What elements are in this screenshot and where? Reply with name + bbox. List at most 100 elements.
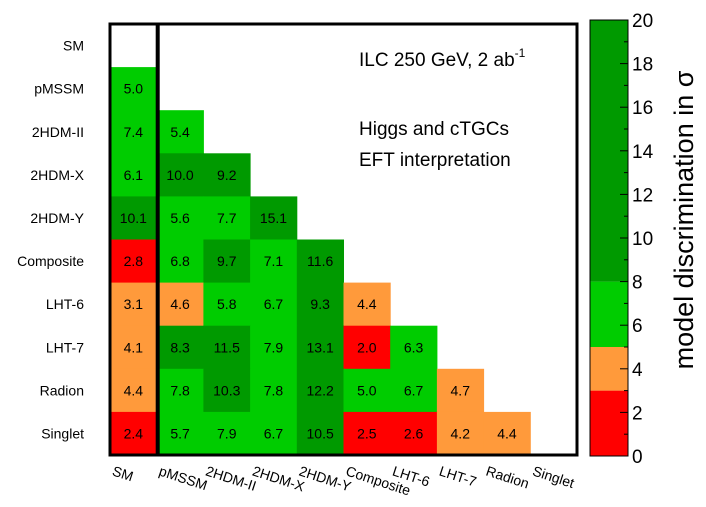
- cell-2HDM-II-vs-SM: [110, 110, 158, 154]
- cell-LHT-7-vs-2HDM-X: [250, 325, 298, 370]
- cell-value: 9.7: [217, 253, 237, 269]
- column-label: LHT-7: [437, 463, 478, 490]
- cell-2HDM-Y-vs-SM: [110, 196, 158, 240]
- cell-Composite-vs-2HDM-Y: [296, 239, 344, 284]
- cell-value: 6.1: [124, 167, 144, 183]
- colorbar-tick-label: 16: [632, 98, 653, 119]
- cell-value: 7.9: [217, 425, 237, 441]
- cell-value: 4.4: [497, 425, 517, 441]
- cell-LHT-7-vs-LHT-6: [390, 325, 438, 370]
- annotation-eft-interpretation: EFT interpretation: [359, 150, 511, 171]
- cell-2HDM-X-vs-pMSSM: [156, 153, 204, 197]
- cell-LHT-7-vs-Composite: [343, 325, 391, 370]
- cell-value: 8.3: [170, 339, 190, 355]
- cell-value: 4.4: [357, 296, 377, 312]
- cell-value: 4.4: [124, 382, 144, 398]
- cell-value: 2.5: [357, 425, 377, 441]
- cell-LHT-6-vs-pMSSM: [156, 282, 204, 327]
- cell-LHT-7-vs-SM: [110, 325, 158, 370]
- cell-Composite-vs-pMSSM: [156, 239, 204, 284]
- cell-value: 4.1: [124, 339, 144, 355]
- cell-Radion-vs-LHT-7: [436, 368, 485, 413]
- cell-Singlet-vs-2HDM-II: [203, 411, 251, 456]
- cell-2HDM-Y-vs-pMSSM: [156, 196, 204, 240]
- row-label: Composite: [17, 253, 84, 269]
- colorbar-tick-label: 10: [632, 229, 653, 250]
- cell-value: 7.7: [217, 210, 237, 226]
- cell-LHT-6-vs-2HDM-Y: [296, 282, 344, 327]
- colorbar-tick-label: 20: [632, 11, 653, 32]
- annotation-higgs-ctgcs: Higgs and cTGCs: [359, 119, 509, 140]
- cell-Radion-vs-Composite: [343, 368, 391, 413]
- cell-Singlet-vs-SM: [110, 411, 158, 456]
- row-label: LHT-7: [46, 339, 84, 355]
- cell-value: 5.0: [124, 81, 144, 97]
- heatmap-cells: 5.0 7.4 5.4 6.1 10.0 9.2 10.1 5.6 7.7 15.1 2.8 6.8 9…: [110, 67, 531, 456]
- cell-value: 11.6: [307, 253, 333, 269]
- colorbar-tick-label: 14: [632, 142, 654, 163]
- plot-border: [108, 22, 579, 457]
- row-label: SM: [63, 38, 84, 54]
- cell-Radion-vs-2HDM-Y: [296, 368, 344, 413]
- cell-value: 5.8: [217, 296, 237, 312]
- row-label: 2HDM-Y: [30, 210, 84, 226]
- cell-value: 2.0: [357, 339, 377, 355]
- cell-LHT-6-vs-2HDM-X: [250, 282, 298, 327]
- cell-2HDM-Y-vs-2HDM-II: [203, 196, 251, 240]
- column-label: 2HDM-X: [251, 463, 308, 495]
- colorbar-tick-label: 6: [632, 316, 643, 337]
- cell-Composite-vs-SM: [110, 239, 158, 284]
- cell-value: 10.5: [307, 425, 334, 441]
- colorbar-segment: [590, 390, 628, 456]
- column-label: Singlet: [531, 463, 577, 491]
- cell-value: 7.8: [170, 382, 190, 398]
- cell-pMSSM-vs-SM: [110, 67, 158, 111]
- cell-value: 6.8: [170, 253, 190, 269]
- cell-value: 7.1: [264, 253, 284, 269]
- annotation-energy-luminosity: ILC 250 GeV, 2 ab-1: [359, 46, 526, 71]
- cell-2HDM-X-vs-2HDM-II: [203, 153, 251, 197]
- color-scale-bar: 0 2 4 6 8 10 12 14 16 18 20: [589, 11, 654, 468]
- cell-value: 10.0: [166, 167, 193, 183]
- cell-value: 2.4: [124, 425, 144, 441]
- column-label: pMSSM: [157, 463, 209, 494]
- row-label: 2HDM-X: [30, 167, 84, 183]
- cell-value: 15.1: [260, 210, 287, 226]
- cell-Radion-vs-2HDM-II: [203, 368, 251, 413]
- cell-value: 2.8: [124, 253, 144, 269]
- colorbar-tick-label: 4: [632, 360, 643, 381]
- cell-value: 4.7: [451, 382, 471, 398]
- row-label: pMSSM: [34, 81, 84, 97]
- cell-LHT-6-vs-Composite: [343, 282, 391, 327]
- cell-value: 6.3: [404, 339, 424, 355]
- cell-LHT-6-vs-SM: [110, 282, 158, 327]
- cell-Singlet-vs-2HDM-X: [250, 411, 298, 456]
- cell-value: 9.2: [217, 167, 237, 183]
- plot-annotation: ILC 250 GeV, 2 ab-1 Higgs and cTGCs EFT …: [359, 46, 526, 171]
- colorbar-title: model discrimination in σ: [669, 70, 699, 369]
- colorbar-tick-label: 18: [632, 55, 653, 76]
- row-labels: SM pMSSM 2HDM-II 2HDM-X 2HDM-Y Composite LHT-6…: [17, 38, 85, 442]
- cell-LHT-7-vs-2HDM-II: [203, 325, 251, 370]
- cell-value: 4.6: [170, 296, 190, 312]
- cell-value: 6.7: [404, 382, 424, 398]
- row-label: LHT-6: [46, 296, 84, 312]
- cell-Singlet-vs-LHT-6: [390, 411, 438, 456]
- row-label: 2HDM-II: [32, 124, 84, 140]
- cell-value: 2.6: [404, 425, 424, 441]
- colorbar-tick-label: 8: [632, 273, 643, 294]
- plot-frame: [108, 22, 579, 457]
- colorbar-segment: [590, 281, 628, 347]
- cell-Composite-vs-2HDM-X: [250, 239, 298, 284]
- column-labels: SM pMSSM2HDM-II2HDM-X2HDM-YCompositeLHT-6…: [110, 463, 576, 499]
- cell-Radion-vs-SM: [110, 368, 158, 413]
- column-label: 2HDM-II: [204, 463, 259, 494]
- cell-Singlet-vs-Radion: [483, 411, 531, 456]
- row-label: Singlet: [41, 425, 84, 441]
- cell-Singlet-vs-Composite: [343, 411, 391, 456]
- cell-value: 10.3: [213, 382, 240, 398]
- colorbar-tick-label: 0: [632, 447, 643, 468]
- cell-Radion-vs-pMSSM: [156, 368, 204, 413]
- column-label: 2HDM-Y: [297, 463, 354, 495]
